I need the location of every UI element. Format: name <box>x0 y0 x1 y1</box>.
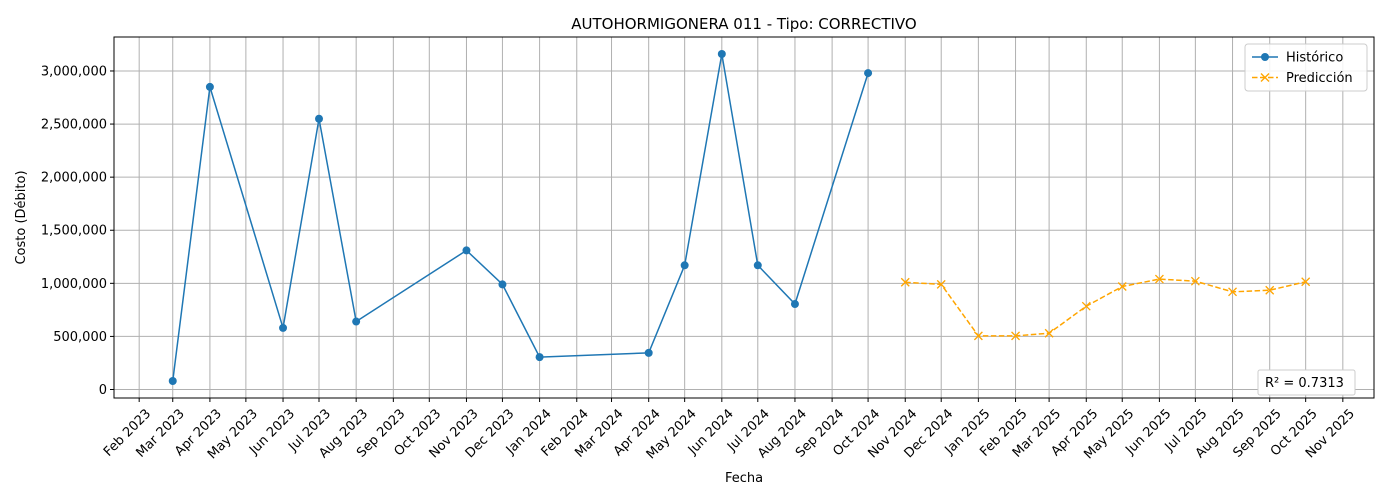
legend-marker <box>1261 53 1269 61</box>
prediccion-point-stroke <box>1228 287 1237 297</box>
r2-annotation: R² = 0.7313 <box>1257 369 1356 396</box>
historico-point <box>864 69 873 78</box>
prediccion-point-stroke <box>900 277 910 287</box>
historico-point <box>644 348 653 357</box>
prediccion-point-stroke <box>936 279 946 289</box>
prediccion-point-stroke <box>1011 331 1021 341</box>
legend-marker <box>1260 73 1270 82</box>
historico-point <box>462 246 471 255</box>
y-tick-label: 3,000,000 <box>41 64 107 79</box>
historico-line <box>171 53 869 382</box>
y-tick-label: 500,000 <box>53 330 107 345</box>
grid <box>114 37 1374 398</box>
prediccion-point <box>1117 282 1127 291</box>
historico-point <box>535 353 544 362</box>
prediccion-point <box>1190 276 1200 286</box>
historico-point <box>205 82 214 91</box>
y-tick-label: 1,500,000 <box>41 224 107 239</box>
prediccion-point-stroke <box>1081 301 1091 311</box>
legend: Histórico Predicción <box>1244 43 1368 92</box>
historico-point <box>279 323 288 332</box>
prediccion-point-stroke <box>973 331 983 341</box>
prediccion-point <box>973 331 983 341</box>
y-tick-label: 0 <box>99 383 107 398</box>
r2-annotation-box <box>1257 369 1356 396</box>
prediccion-point <box>1228 287 1237 297</box>
plot-frame <box>113 36 1375 399</box>
legend-label: Histórico <box>1286 51 1343 66</box>
prediccion-point <box>900 277 910 287</box>
y-tick-label: 2,500,000 <box>41 118 107 133</box>
historico-point <box>498 280 507 289</box>
series-layer <box>168 49 1311 386</box>
prediccion-point <box>1011 331 1021 341</box>
prediccion-point <box>1044 328 1054 338</box>
prediccion-point <box>1154 274 1164 284</box>
prediccion-point-stroke <box>1154 274 1164 284</box>
prediccion-point <box>1301 277 1311 287</box>
y-tick-label: 2,000,000 <box>41 171 107 186</box>
historico-point <box>315 114 324 123</box>
r2-annotation-text: R² = 0.7313 <box>1265 376 1344 391</box>
legend-label: Predicción <box>1286 71 1353 86</box>
prediccion-point <box>1265 285 1275 295</box>
prediccion-point-stroke <box>1190 276 1200 286</box>
x-axis-label: Fecha <box>725 471 763 486</box>
prediccion-point <box>936 279 946 289</box>
prediccion-line <box>905 278 1306 337</box>
prediccion-point <box>1081 301 1091 311</box>
prediccion-point-stroke <box>1301 277 1311 287</box>
historico-point <box>717 49 726 58</box>
chart-title: AUTOHORMIGONERA 011 - Tipo: CORRECTIVO <box>571 15 917 33</box>
prediccion-point-stroke <box>1265 285 1275 295</box>
historico-point <box>753 261 762 270</box>
historico-point <box>790 300 799 309</box>
prediccion-point-stroke <box>1117 282 1127 291</box>
historico-point <box>352 317 361 326</box>
historico-point <box>168 377 177 386</box>
legend-box <box>1244 43 1368 92</box>
prediccion-point-stroke <box>1044 328 1054 338</box>
historico-point <box>680 261 689 270</box>
y-tick-label: 1,000,000 <box>41 277 107 292</box>
y-axis-label: Costo (Débito) <box>14 170 29 264</box>
